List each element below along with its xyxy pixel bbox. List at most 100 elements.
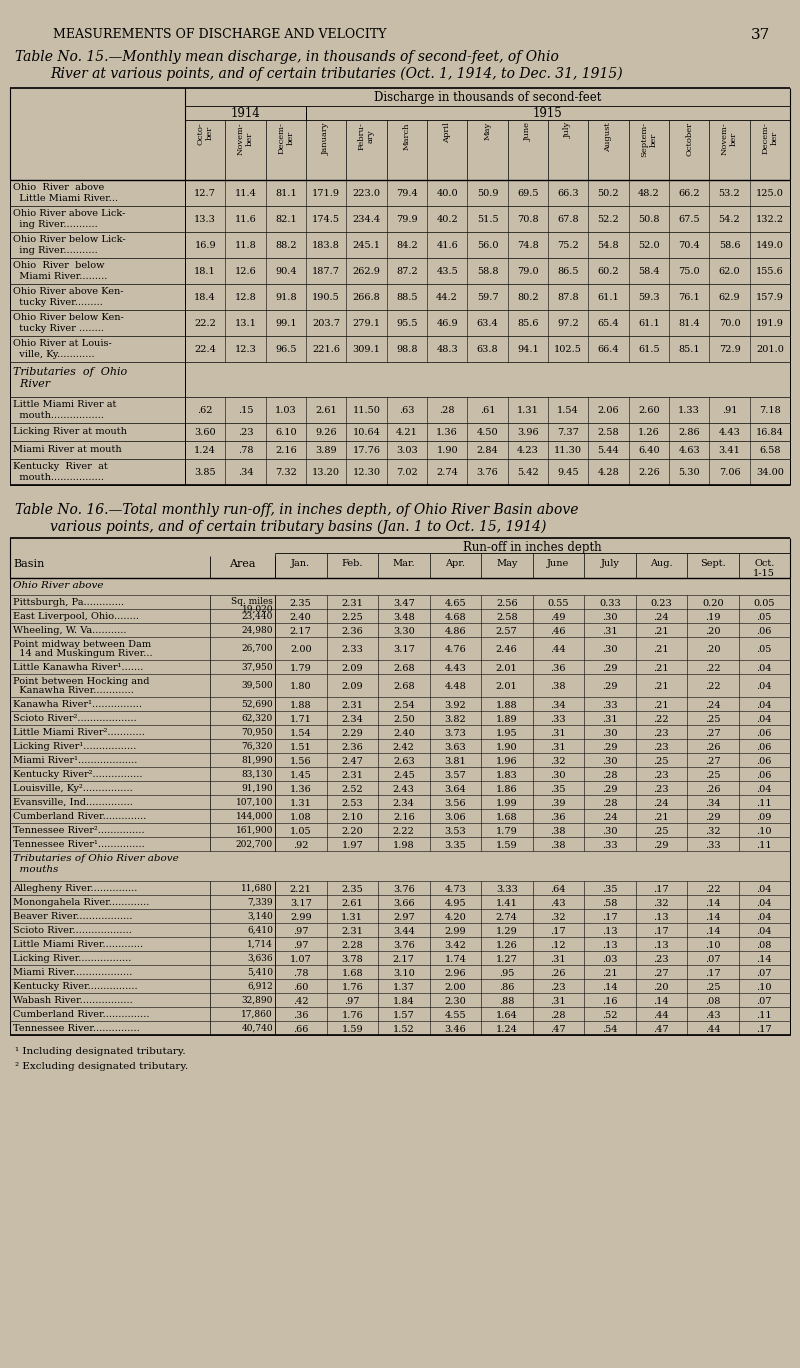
Text: 56.0: 56.0: [477, 241, 498, 250]
Text: .44: .44: [705, 1025, 721, 1034]
Text: .25: .25: [705, 715, 721, 724]
Text: 187.7: 187.7: [312, 267, 340, 276]
Text: 75.2: 75.2: [558, 241, 579, 250]
Text: 54.8: 54.8: [598, 241, 619, 250]
Text: 67.5: 67.5: [678, 215, 700, 224]
Text: .23: .23: [654, 729, 669, 737]
Text: 7,339: 7,339: [247, 897, 273, 907]
Text: 6,410: 6,410: [247, 926, 273, 934]
Text: .23: .23: [654, 955, 669, 964]
Text: 58.8: 58.8: [477, 267, 498, 276]
Text: .23: .23: [654, 772, 669, 780]
Text: 12.30: 12.30: [353, 468, 381, 477]
Text: 7.06: 7.06: [718, 468, 740, 477]
Text: Licking River¹.................: Licking River¹.................: [13, 741, 136, 751]
Text: 155.6: 155.6: [756, 267, 784, 276]
Text: 2.16: 2.16: [393, 813, 414, 822]
Text: Point between Hocking and: Point between Hocking and: [13, 677, 150, 685]
Text: 3.30: 3.30: [393, 627, 414, 636]
Text: 58.4: 58.4: [638, 267, 660, 276]
Text: .30: .30: [602, 644, 618, 654]
Text: .29: .29: [602, 743, 618, 752]
Text: .95: .95: [499, 969, 514, 978]
Text: .29: .29: [602, 663, 618, 673]
Text: Sq. miles: Sq. miles: [231, 596, 273, 606]
Text: 4.28: 4.28: [598, 468, 619, 477]
Text: Kentucky  River  at: Kentucky River at: [13, 462, 108, 471]
Text: 1.36: 1.36: [436, 428, 458, 436]
Text: Scioto River²...................: Scioto River²...................: [13, 714, 137, 724]
Text: October: October: [685, 122, 693, 156]
Text: .14: .14: [757, 955, 772, 964]
Text: 40.2: 40.2: [436, 215, 458, 224]
Text: 3.76: 3.76: [477, 468, 498, 477]
Text: 1.80: 1.80: [290, 683, 311, 691]
Text: 1.27: 1.27: [496, 955, 518, 964]
Text: .32: .32: [705, 828, 721, 836]
Text: Kanawha River.............: Kanawha River.............: [13, 685, 134, 695]
Text: .60: .60: [293, 984, 309, 992]
Text: 66.3: 66.3: [558, 189, 579, 198]
Text: 0.55: 0.55: [547, 599, 569, 607]
Text: .43: .43: [550, 899, 566, 908]
Text: .31: .31: [602, 627, 618, 636]
Text: 2.31: 2.31: [342, 772, 363, 780]
Text: 1.08: 1.08: [290, 813, 311, 822]
Text: 37: 37: [750, 27, 770, 42]
Text: Kanawha River¹................: Kanawha River¹................: [13, 700, 142, 709]
Text: Ohio River at Louis-: Ohio River at Louis-: [13, 339, 112, 347]
Text: 1.05: 1.05: [290, 828, 311, 836]
Text: 1.74: 1.74: [444, 955, 466, 964]
Text: .35: .35: [550, 785, 566, 793]
Text: Table No. 15.—Monthly mean discharge, in thousands of second-feet, of Ohio: Table No. 15.—Monthly mean discharge, in…: [15, 51, 559, 64]
Text: Cumberland River...............: Cumberland River...............: [13, 1010, 150, 1019]
Text: 1,714: 1,714: [247, 940, 273, 949]
Text: .14: .14: [705, 928, 721, 936]
Text: 61.1: 61.1: [638, 319, 660, 328]
Text: 1.86: 1.86: [496, 785, 518, 793]
Text: .29: .29: [654, 841, 669, 850]
Text: 1.88: 1.88: [496, 700, 518, 710]
Text: 2.58: 2.58: [598, 428, 619, 436]
Text: Area: Area: [230, 560, 256, 569]
Text: 3.89: 3.89: [315, 446, 337, 456]
Text: 37,950: 37,950: [242, 663, 273, 672]
Text: 19,020: 19,020: [242, 605, 273, 614]
Text: 1.26: 1.26: [496, 941, 518, 949]
Text: 53.2: 53.2: [718, 189, 740, 198]
Text: .17: .17: [757, 1025, 772, 1034]
Text: 1.90: 1.90: [436, 446, 458, 456]
Text: .25: .25: [705, 772, 721, 780]
Text: .34: .34: [550, 700, 566, 710]
Text: .17: .17: [550, 928, 566, 936]
Text: 1.24: 1.24: [496, 1025, 518, 1034]
Text: April: April: [443, 122, 451, 142]
Text: 2.50: 2.50: [393, 715, 414, 724]
Text: Little Kanawha River¹.......: Little Kanawha River¹.......: [13, 663, 143, 672]
Text: March: March: [403, 122, 411, 149]
Text: Ohio River below Ken-: Ohio River below Ken-: [13, 313, 124, 321]
Text: .30: .30: [550, 772, 566, 780]
Text: 65.4: 65.4: [598, 319, 619, 328]
Text: 63.8: 63.8: [477, 345, 498, 354]
Text: Jan.: Jan.: [291, 560, 310, 568]
Text: 34.00: 34.00: [756, 468, 784, 477]
Text: 11.8: 11.8: [234, 241, 256, 250]
Text: 48.3: 48.3: [436, 345, 458, 354]
Text: 3.33: 3.33: [496, 885, 518, 895]
Text: .36: .36: [550, 663, 566, 673]
Text: 201.0: 201.0: [756, 345, 784, 354]
Text: 11,680: 11,680: [242, 884, 273, 893]
Text: .42: .42: [293, 997, 309, 1005]
Text: .17: .17: [602, 912, 618, 922]
Text: .12: .12: [550, 941, 566, 949]
Text: .20: .20: [654, 984, 669, 992]
Text: 50.2: 50.2: [598, 189, 619, 198]
Text: .31: .31: [550, 997, 566, 1005]
Text: Febru-
ary: Febru- ary: [358, 122, 375, 150]
Text: 2.00: 2.00: [290, 644, 311, 654]
Text: 5.44: 5.44: [598, 446, 619, 456]
Text: 2.09: 2.09: [342, 663, 363, 673]
Text: July: July: [564, 122, 572, 138]
Text: 2.17: 2.17: [393, 955, 414, 964]
